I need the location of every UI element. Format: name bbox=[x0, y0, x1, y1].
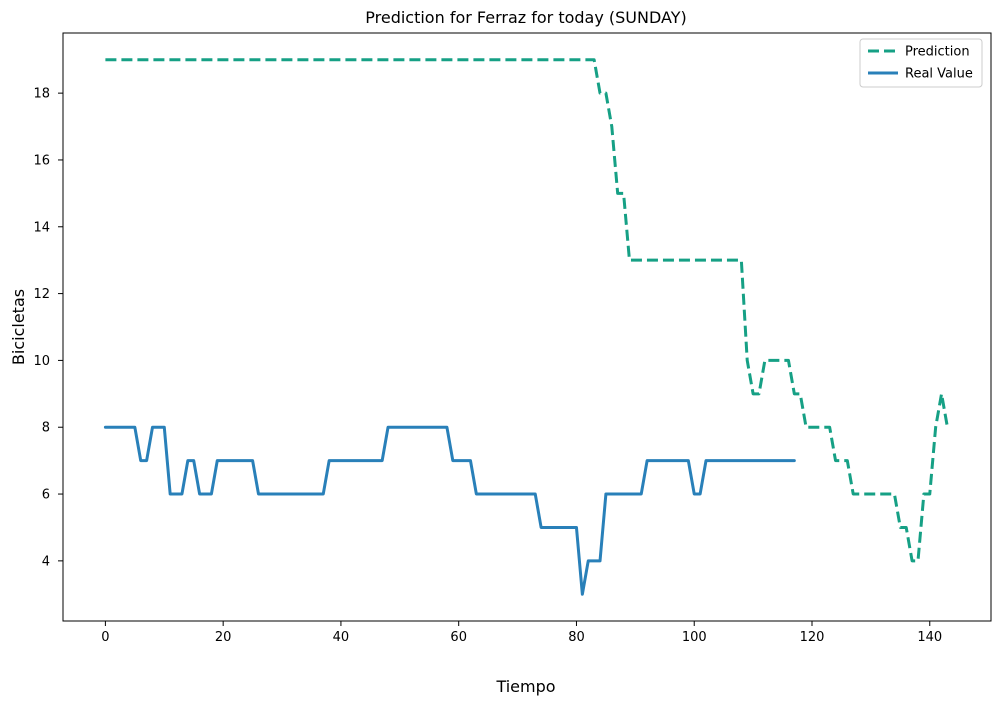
legend-label-prediction: Prediction bbox=[905, 45, 970, 60]
y-axis: 4 6 8 10 12 14 16 18 bbox=[33, 87, 63, 569]
plot-area bbox=[103, 58, 949, 596]
series-line-real-value bbox=[103, 425, 796, 596]
y-tick-label: 10 bbox=[33, 354, 50, 369]
x-tick-label: 60 bbox=[450, 630, 467, 645]
x-axis: 0 20 40 60 80 100 120 140 bbox=[101, 621, 942, 645]
legend: Prediction Real Value bbox=[859, 38, 983, 88]
plot-frame bbox=[62, 32, 992, 622]
x-tick-label: 0 bbox=[101, 630, 109, 645]
legend-label-real-value: Real Value bbox=[905, 67, 973, 82]
y-tick-label: 12 bbox=[33, 287, 50, 302]
series-line-prediction bbox=[105, 58, 949, 563]
x-tick-label: 120 bbox=[800, 630, 825, 645]
x-tick-label: 40 bbox=[333, 630, 350, 645]
y-tick-label: 8 bbox=[42, 421, 50, 436]
y-tick-label: 16 bbox=[33, 153, 50, 168]
x-tick-label: 100 bbox=[682, 630, 707, 645]
y-axis-label: Bicicletas bbox=[9, 289, 28, 365]
y-tick-label: 4 bbox=[42, 554, 50, 569]
y-tick-label: 6 bbox=[42, 488, 50, 503]
x-tick-label: 140 bbox=[917, 630, 942, 645]
y-tick-label: 14 bbox=[33, 220, 50, 235]
x-axis-label: Tiempo bbox=[495, 677, 555, 696]
y-tick-label: 18 bbox=[33, 87, 50, 102]
chart-title: Prediction for Ferraz for today (SUNDAY) bbox=[365, 8, 687, 27]
x-tick-label: 80 bbox=[568, 630, 585, 645]
x-tick-label: 20 bbox=[215, 630, 232, 645]
